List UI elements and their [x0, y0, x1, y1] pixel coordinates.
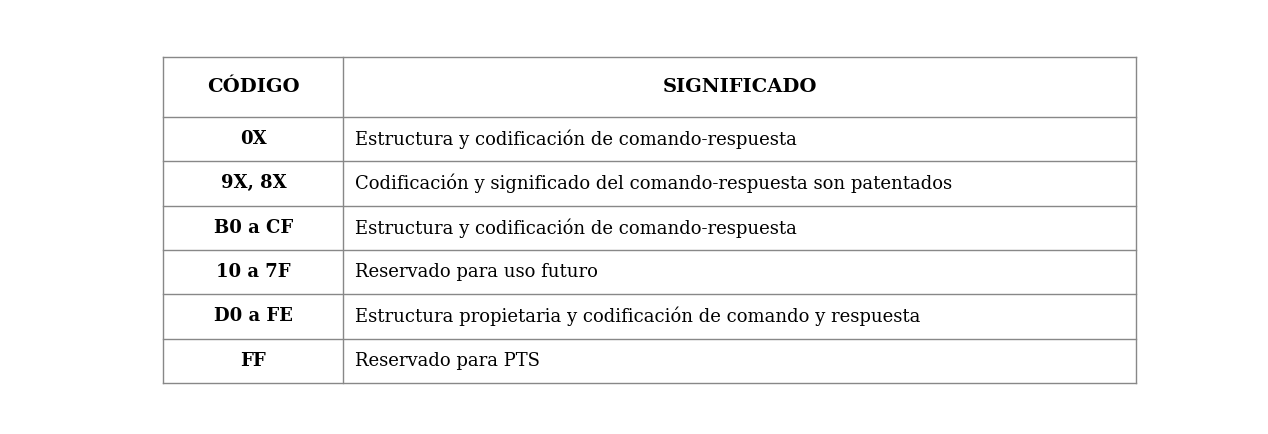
- Text: Estructura propietaria y codificación de comando y respuesta: Estructura propietaria y codificación de…: [355, 307, 921, 326]
- Text: CÓDIGO: CÓDIGO: [207, 78, 299, 96]
- Text: 9X, 8X: 9X, 8X: [221, 174, 287, 192]
- Text: B0 a CF: B0 a CF: [214, 219, 293, 237]
- Text: Estructura y codificación de comando-respuesta: Estructura y codificación de comando-res…: [355, 218, 798, 237]
- Text: Estructura y codificación de comando-respuesta: Estructura y codificación de comando-res…: [355, 129, 798, 149]
- Text: 10 a 7F: 10 a 7F: [216, 263, 290, 281]
- Text: Reservado para uso futuro: Reservado para uso futuro: [355, 263, 598, 281]
- Text: Codificación y significado del comando-respuesta son patentados: Codificación y significado del comando-r…: [355, 174, 952, 193]
- Text: 0X: 0X: [240, 130, 266, 148]
- Text: Reservado para PTS: Reservado para PTS: [355, 352, 540, 370]
- Text: D0 a FE: D0 a FE: [214, 307, 293, 326]
- Text: SIGNIFICADO: SIGNIFICADO: [663, 78, 817, 96]
- Text: FF: FF: [241, 352, 266, 370]
